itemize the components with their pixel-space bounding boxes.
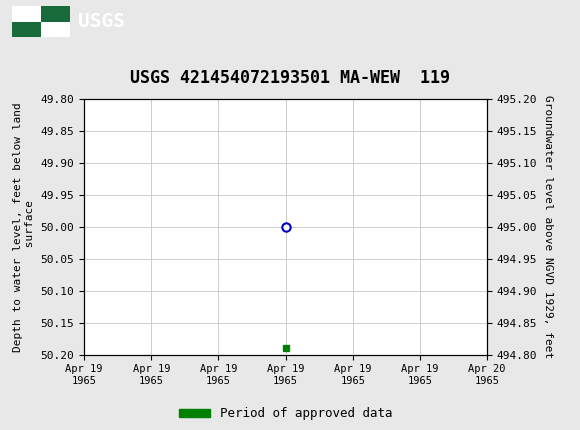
Y-axis label: Groundwater level above NGVD 1929, feet: Groundwater level above NGVD 1929, feet — [543, 95, 553, 359]
FancyBboxPatch shape — [41, 6, 70, 22]
Y-axis label: Depth to water level, feet below land
 surface: Depth to water level, feet below land su… — [13, 102, 35, 352]
Text: USGS: USGS — [78, 12, 125, 31]
Text: USGS 421454072193501 MA-WEW  119: USGS 421454072193501 MA-WEW 119 — [130, 69, 450, 87]
FancyBboxPatch shape — [12, 6, 70, 37]
Legend: Period of approved data: Period of approved data — [174, 402, 397, 425]
FancyBboxPatch shape — [12, 22, 41, 37]
